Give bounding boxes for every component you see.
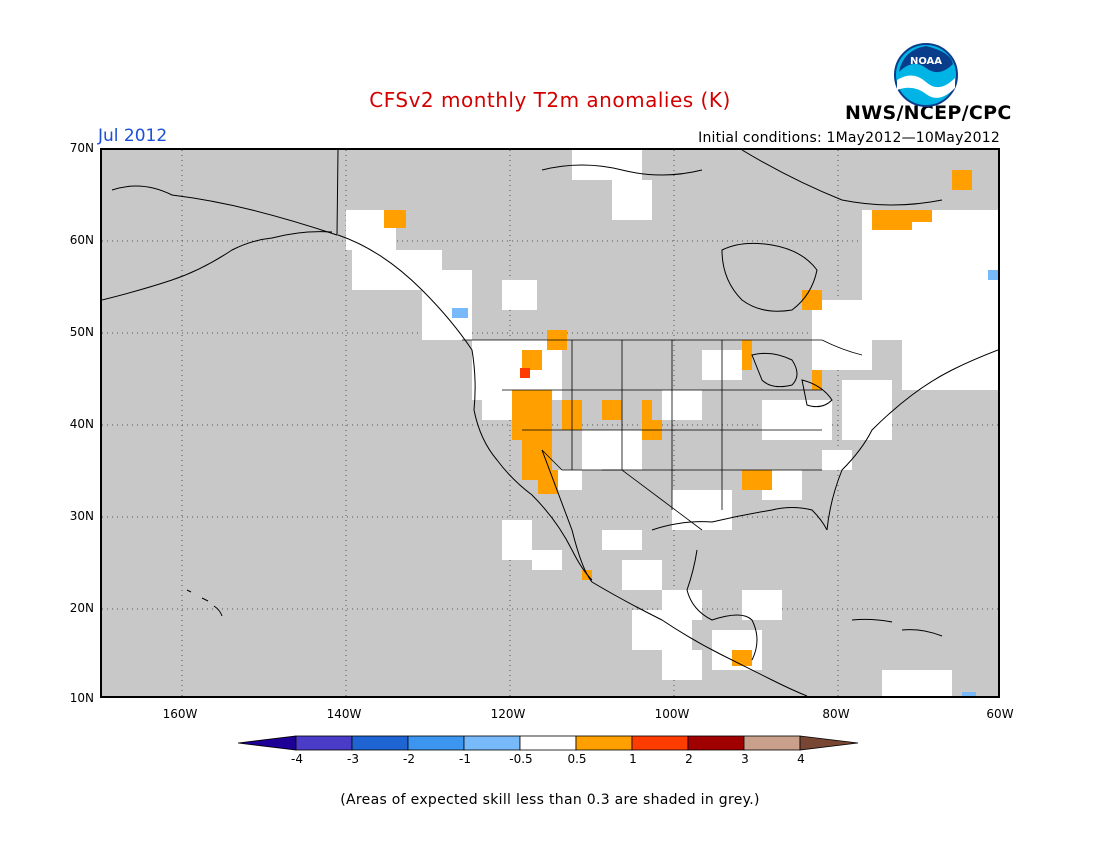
legend-swatch: [631, 735, 689, 751]
cool-anomaly-regions: [452, 270, 998, 696]
legend-swatch: [351, 735, 409, 751]
coastlines: [102, 150, 998, 696]
legend-swatch: [743, 735, 801, 751]
legend-label: 0.5: [567, 752, 587, 766]
anomaly-map: [100, 148, 1000, 698]
legend-swatch: [295, 735, 353, 751]
warm-anomaly-regions: [384, 170, 972, 666]
legend-swatch: [519, 735, 577, 751]
legend-label: -4: [291, 752, 303, 766]
lon-label-120w: 120W: [490, 707, 526, 721]
skill-footnote: (Areas of expected skill less than 0.3 a…: [340, 792, 760, 808]
lon-label-60w: 60W: [986, 707, 1014, 721]
agency-label: NWS/NCEP/CPC: [845, 102, 1012, 124]
legend-label: -1: [459, 752, 471, 766]
near-normal-regions: [346, 150, 998, 696]
map-canvas: [102, 150, 998, 696]
political-borders: [462, 339, 863, 531]
noaa-logo: NOAA: [893, 42, 959, 112]
legend-swatch: [463, 735, 521, 751]
logo-text: NOAA: [910, 56, 942, 67]
lat-label-30n: 30N: [69, 509, 94, 523]
legend-label: -2: [403, 752, 415, 766]
legend-swatch: [687, 735, 745, 751]
lat-label-60n: 60N: [69, 233, 94, 247]
lon-label-160w: 160W: [162, 707, 198, 721]
valid-month-label: Jul 2012: [98, 126, 168, 146]
hot-anomaly-cell: [520, 368, 530, 378]
lat-label-10n: 10N: [69, 691, 94, 705]
lat-label-40n: 40N: [69, 417, 94, 431]
legend-label: 4: [797, 752, 805, 766]
lon-label-100w: 100W: [654, 707, 690, 721]
color-legend: [237, 734, 862, 756]
lat-label-20n: 20N: [69, 601, 94, 615]
legend-label: -0.5: [509, 752, 533, 766]
legend-swatch: [407, 735, 465, 751]
initial-conditions-label: Initial conditions: 1May2012—10May2012: [698, 130, 1000, 146]
color-legend-bar: [237, 735, 859, 751]
lon-label-80w: 80W: [822, 707, 850, 721]
legend-label: 1: [629, 752, 637, 766]
legend-arrow-low: [237, 735, 297, 751]
lon-label-140w: 140W: [326, 707, 362, 721]
legend-arrow-high: [799, 735, 859, 751]
lat-label-50n: 50N: [69, 325, 94, 339]
legend-label: -3: [347, 752, 359, 766]
map-title: CFSv2 monthly T2m anomalies (K): [369, 88, 731, 112]
lat-label-70n: 70N: [69, 141, 94, 155]
legend-swatch: [575, 735, 633, 751]
legend-label: 2: [685, 752, 693, 766]
legend-label: 3: [741, 752, 749, 766]
